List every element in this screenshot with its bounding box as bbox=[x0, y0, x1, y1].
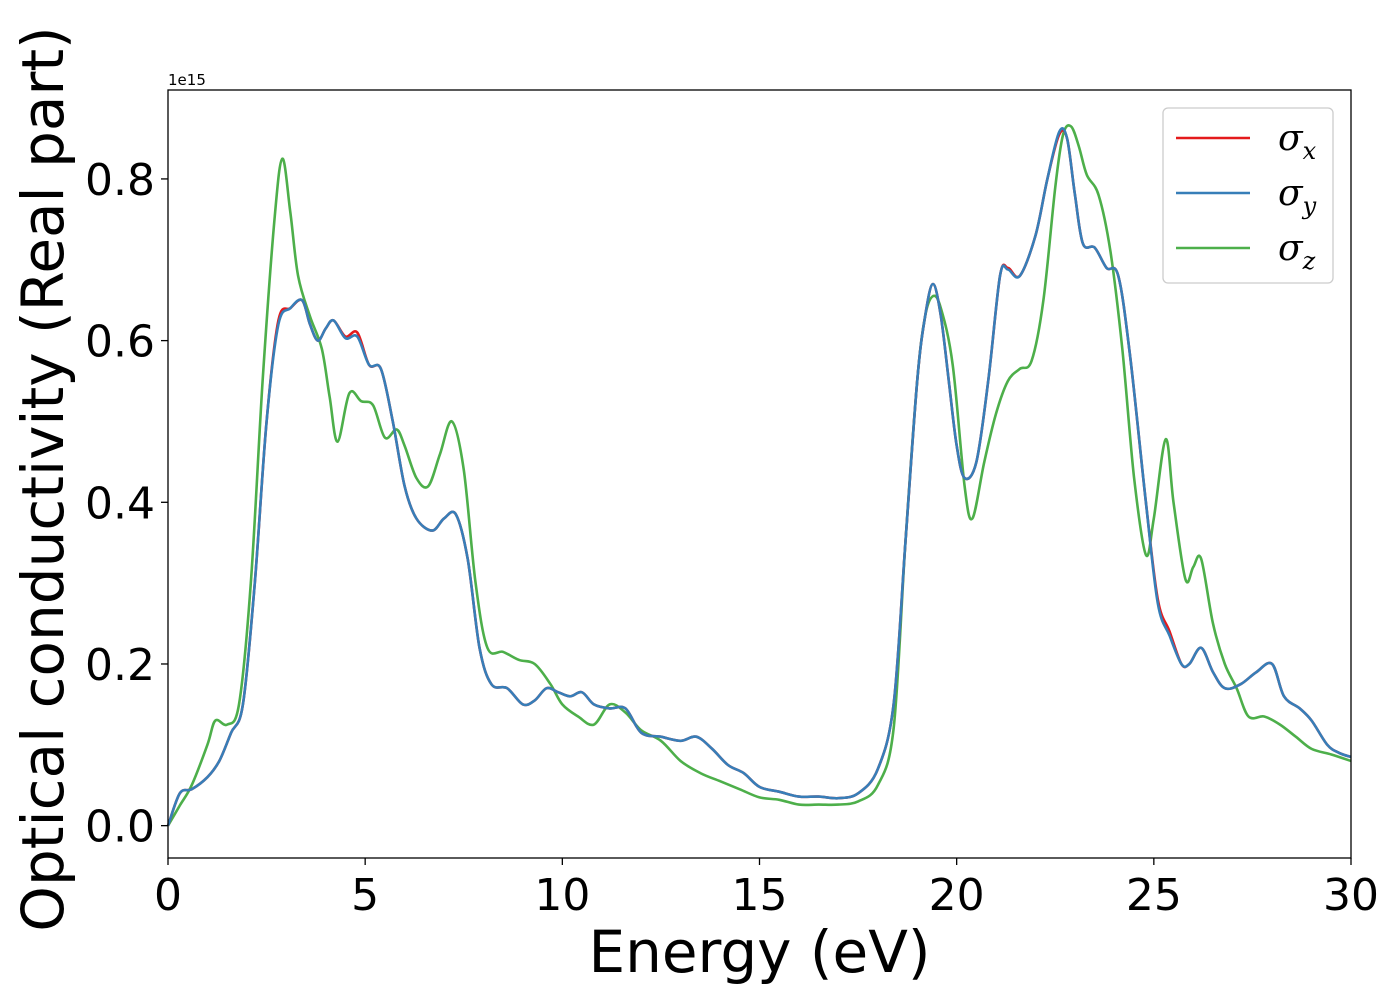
legend-label-x: σx bbox=[1278, 118, 1317, 165]
y-tick-label: 0.2 bbox=[85, 640, 155, 691]
series-line-y bbox=[166, 127, 1352, 827]
y-tick-label: 0.0 bbox=[85, 802, 155, 853]
y-tick-label: 0.8 bbox=[85, 155, 155, 206]
y-tick-label: 0.4 bbox=[85, 478, 155, 529]
x-tick-label: 0 bbox=[154, 870, 182, 921]
legend-box bbox=[1162, 107, 1334, 284]
x-tick-label: 15 bbox=[732, 870, 788, 921]
series-line-z bbox=[166, 124, 1352, 827]
series-layer bbox=[166, 124, 1352, 827]
y-axis: 0.0 0.2 0.4 0.6 0.8 bbox=[85, 155, 168, 853]
y-axis-title: Optical conductivity (Real part) bbox=[9, 26, 77, 931]
x-tick-label: 5 bbox=[351, 870, 379, 921]
x-axis-title: Energy (eV) bbox=[588, 918, 930, 986]
x-tick-label: 10 bbox=[534, 870, 590, 921]
x-tick-label: 25 bbox=[1126, 870, 1182, 921]
x-axis: 0 5 10 15 20 25 30 bbox=[154, 858, 1379, 921]
y-tick-label: 0.6 bbox=[85, 317, 155, 368]
legend-label-z: σz bbox=[1278, 228, 1316, 275]
legend-label-y: σy bbox=[1278, 173, 1317, 220]
x-tick-label: 20 bbox=[929, 870, 985, 921]
y-offset-text: 1e15 bbox=[168, 71, 206, 89]
legend: σx σy σz bbox=[1162, 107, 1334, 284]
x-tick-label: 30 bbox=[1323, 870, 1379, 921]
